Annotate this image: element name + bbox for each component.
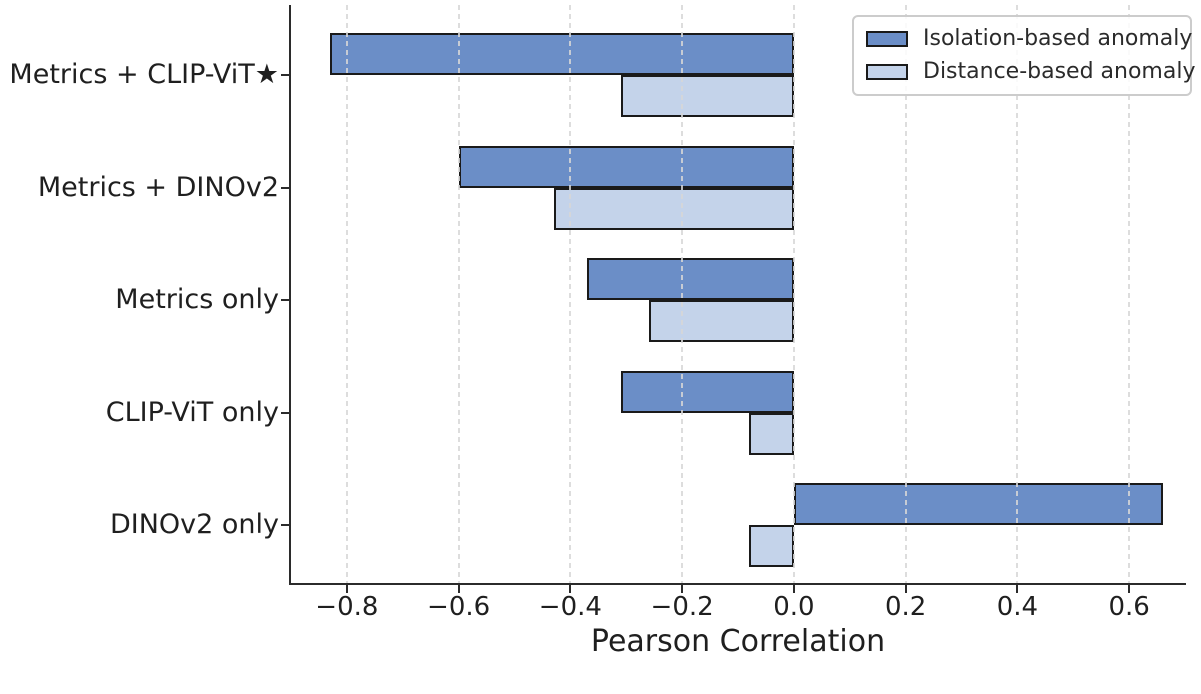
y-category-label: Metrics + CLIP-ViT★ (9, 59, 279, 90)
y-category-label: Metrics only (115, 284, 279, 315)
isolation-bar (793, 483, 1163, 525)
x-tick-label: 0.0 (773, 592, 815, 622)
y-tick (281, 524, 289, 526)
y-axis-spine (289, 5, 291, 585)
distance-bar (648, 300, 794, 342)
plot-area (291, 5, 1185, 583)
isolation-bar (458, 145, 794, 188)
gridline (1016, 5, 1019, 583)
legend-swatch-distance (866, 64, 908, 80)
x-tick-label: −0.2 (650, 592, 714, 622)
x-tick-label: −0.6 (427, 592, 491, 622)
gridline (792, 5, 795, 583)
distance-bar (620, 75, 794, 117)
x-tick-label: 0.4 (996, 592, 1039, 622)
y-category-label: Metrics + DINOv2 (37, 171, 279, 203)
gridline (681, 5, 684, 583)
x-tick (345, 585, 348, 593)
x-tick (1016, 585, 1019, 593)
legend-item: Isolation-based anomaly (866, 26, 1192, 52)
legend: Isolation-based anomaly Distance-based an… (852, 15, 1195, 96)
x-tick-label: 0.6 (1108, 592, 1150, 622)
y-tick (281, 74, 289, 76)
x-tick-label: 0.2 (884, 592, 927, 622)
distance-bar (749, 412, 794, 455)
y-tick (281, 186, 289, 189)
legend-label: Isolation-based anomaly (923, 26, 1193, 51)
x-axis-spine (289, 583, 1186, 585)
gridline (1128, 5, 1131, 583)
x-tick (1128, 585, 1131, 593)
y-category-label: CLIP-ViT only (105, 396, 279, 428)
x-tick (792, 585, 795, 593)
legend-swatch-isolation (866, 31, 908, 47)
y-tick (281, 411, 289, 414)
x-tick (457, 585, 460, 593)
gridline (904, 5, 907, 583)
x-tick-label: −0.8 (315, 592, 379, 622)
gridline (345, 5, 348, 583)
distance-bar (553, 187, 794, 230)
x-tick (904, 585, 907, 593)
legend-label: Distance-based anomaly (923, 59, 1196, 84)
x-tick (569, 585, 572, 593)
x-tick-label: −0.4 (538, 592, 602, 622)
gridline (457, 5, 460, 583)
legend-item: Distance-based anomaly (866, 59, 1195, 85)
y-tick (281, 299, 289, 301)
y-category-label: DINOv2 only (109, 509, 279, 540)
isolation-bar (587, 258, 794, 300)
isolation-bar (620, 370, 794, 413)
distance-bar (749, 525, 794, 567)
gridline (569, 5, 572, 583)
x-tick (681, 585, 684, 593)
x-axis-label: Pearson Correlation (590, 624, 886, 659)
isolation-bar (330, 33, 794, 75)
